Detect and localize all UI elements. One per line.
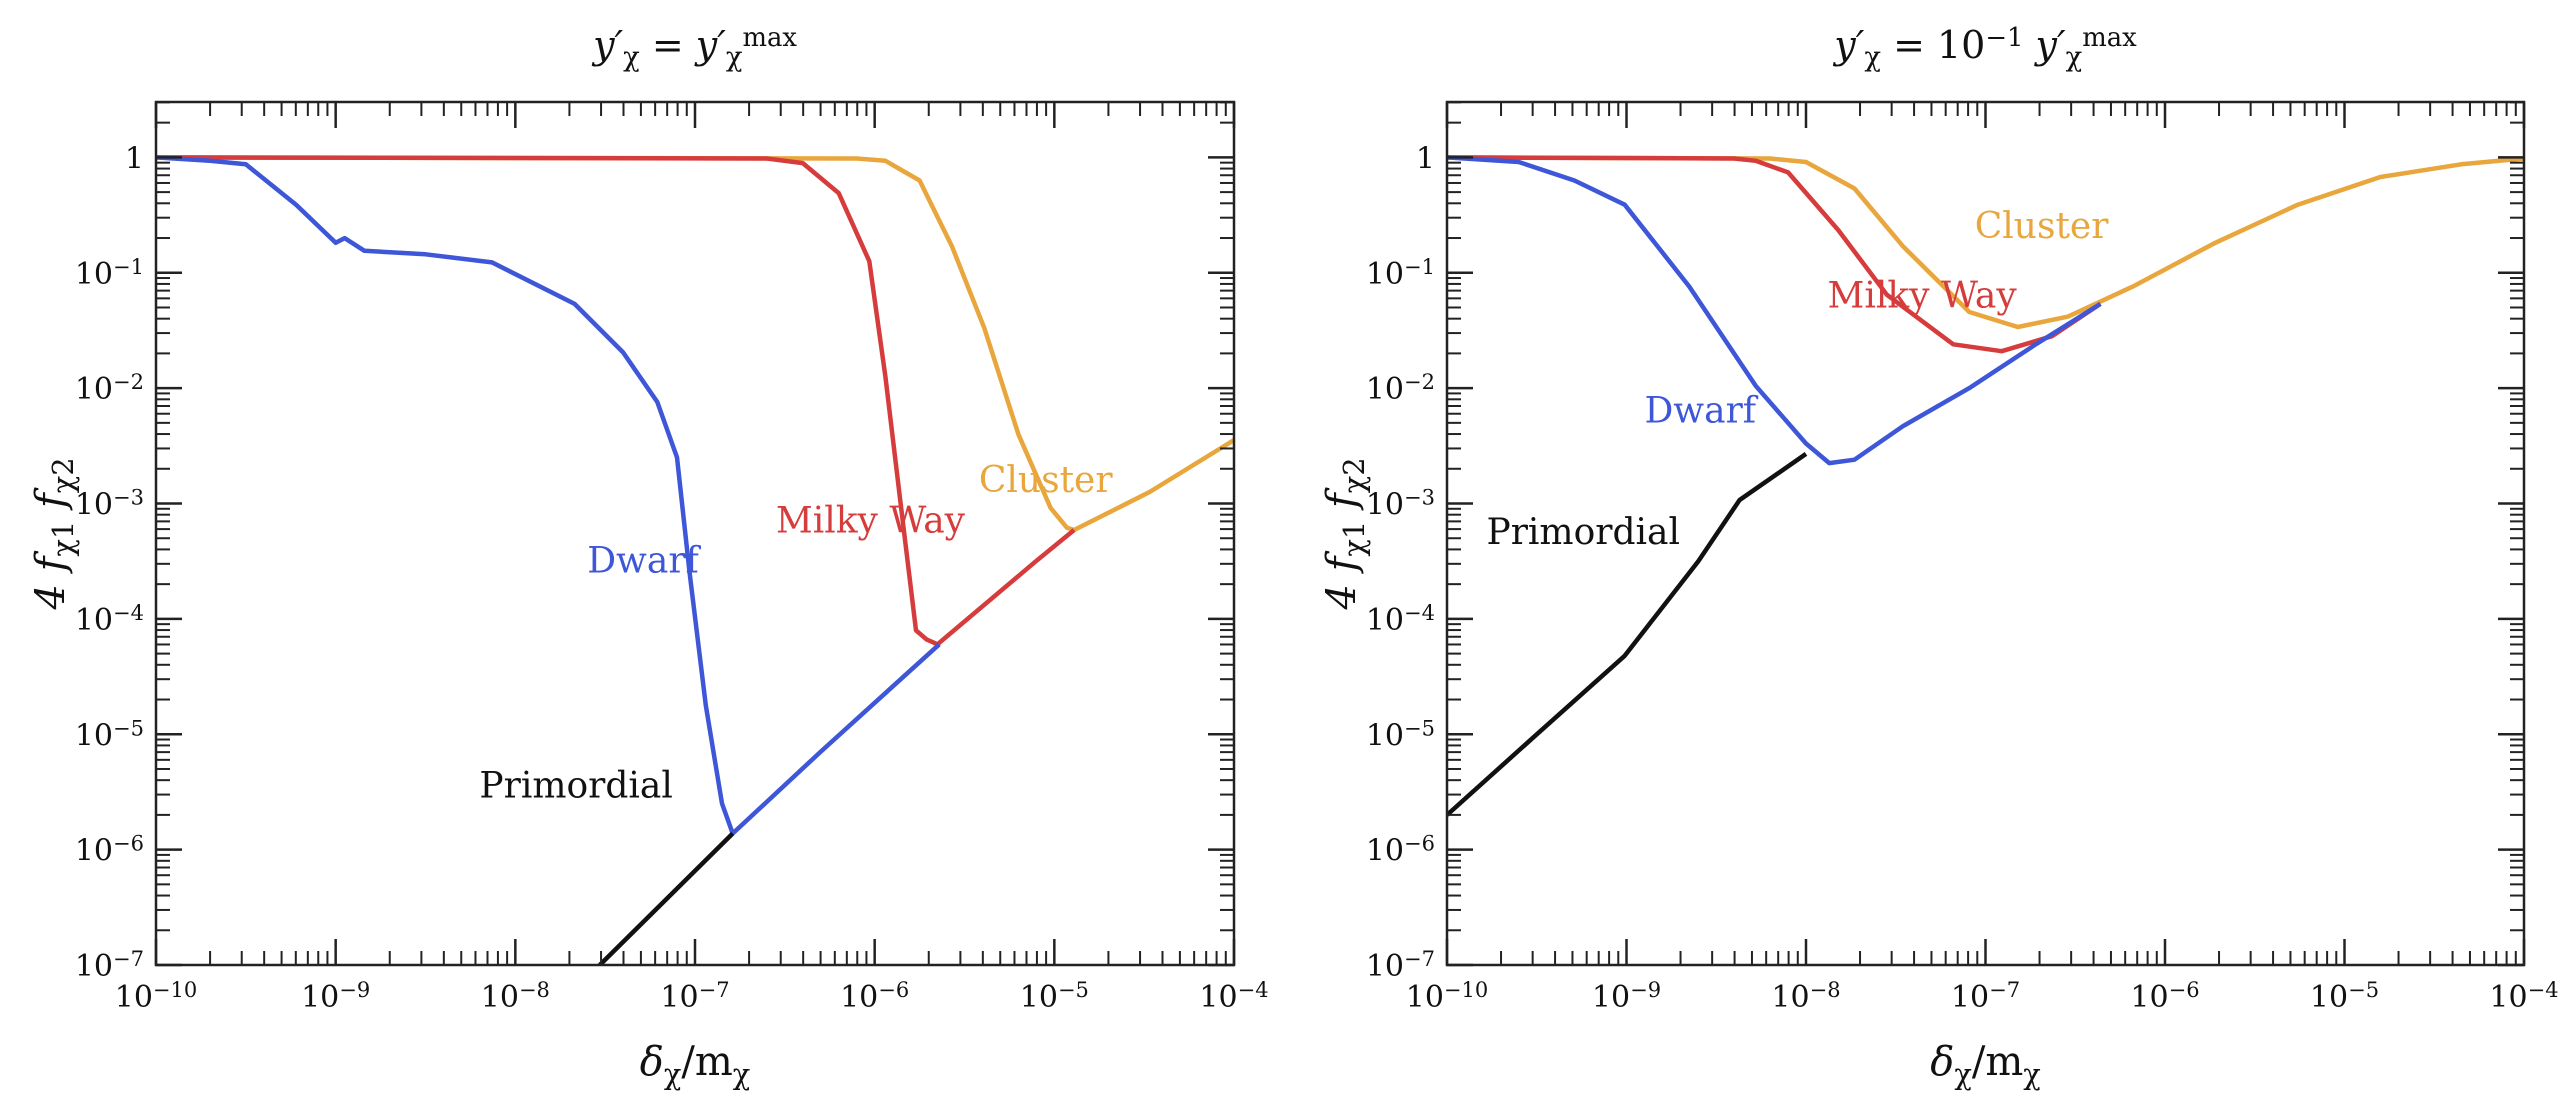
y-tick-label: 10−1 xyxy=(75,254,144,292)
x-tick-label: 10−5 xyxy=(2310,978,2379,1016)
x-axis-label-part: /m xyxy=(1972,1039,2023,1085)
y-axis-label-part: χ2 xyxy=(1337,457,1371,493)
y-tick-label: 10−3 xyxy=(1366,485,1435,523)
x-axis-label-part: δ xyxy=(640,1039,664,1085)
y-tick-label: 10−4 xyxy=(75,600,144,638)
y-tick-label: 10−6 xyxy=(1366,831,1435,869)
x-axis-label-part: δ xyxy=(1930,1039,1954,1085)
panel-title: y′χ = 10−1 y′χmax xyxy=(1832,23,2137,73)
series-label-dwarf: Dwarf xyxy=(1644,391,1758,432)
y-tick-label: 10−4 xyxy=(1366,600,1435,638)
y-tick-label: 10−1 xyxy=(1366,254,1435,292)
series-cluster xyxy=(156,155,1234,533)
series-primordial xyxy=(598,831,735,965)
y-axis-label-part: χ1 xyxy=(46,521,80,557)
panel-title-part: max xyxy=(2082,23,2137,53)
x-axis-label-part: χ xyxy=(2023,1057,2040,1091)
y-axis-label-part: χ1 xyxy=(1337,521,1371,557)
y-tick-label: 10−7 xyxy=(1366,947,1435,985)
panel-title-part: χ xyxy=(1864,42,1881,73)
x-axis-label-part: χ xyxy=(1954,1057,1971,1091)
x-tick-label: 10−6 xyxy=(2130,978,2199,1016)
series-label-primordial: Primordial xyxy=(479,766,673,807)
series-milky-way xyxy=(156,155,1076,647)
series-cluster xyxy=(1447,155,2524,330)
y-tick-label: 1 xyxy=(125,141,144,176)
series-dwarf xyxy=(156,155,941,836)
series-primordial xyxy=(1447,452,1808,817)
y-tick-label: 10−3 xyxy=(75,485,144,523)
series-label-primordial: Primordial xyxy=(1486,512,1680,553)
panel-title-part: y′ xyxy=(2023,23,2066,67)
x-tick-label: 10−10 xyxy=(115,978,198,1016)
panel-title-part: χ xyxy=(726,42,743,73)
y-tick-label: 10−5 xyxy=(75,716,144,754)
x-axis-label: δχ/mχ xyxy=(1930,1039,2040,1091)
y-tick-label: 10−2 xyxy=(1366,370,1435,408)
y-axis-label-part: 4 f xyxy=(28,550,74,610)
panel-title-part: = y′ xyxy=(640,23,726,67)
series-label-dwarf: Dwarf xyxy=(587,541,701,582)
x-tick-label: 10−4 xyxy=(2489,978,2558,1016)
panel-title: y′χ = y′χmax xyxy=(591,23,797,73)
panel-title-part: χ xyxy=(623,42,640,73)
x-tick-label: 10−8 xyxy=(1771,978,1840,1016)
panel-title-part: −1 xyxy=(1985,23,2023,53)
x-tick-label: 10−6 xyxy=(840,978,909,1016)
panel-title-part: max xyxy=(742,23,797,53)
y-axis-label-part: 4 f xyxy=(1319,550,1365,610)
panel-title-part: = 10 xyxy=(1881,23,1985,67)
panel-title-part: y′ xyxy=(591,23,623,67)
x-tick-label: 10−9 xyxy=(301,978,370,1016)
x-axis-label: δχ/mχ xyxy=(640,1039,750,1091)
x-axis-label-part: χ xyxy=(664,1057,681,1091)
x-axis-label-part: /m xyxy=(681,1039,732,1085)
x-tick-label: 10−8 xyxy=(481,978,550,1016)
x-tick-label: 10−9 xyxy=(1592,978,1661,1016)
panel-title-part: χ xyxy=(2066,42,2083,73)
y-axis-label-part: χ2 xyxy=(46,457,80,493)
series-label-cluster: Cluster xyxy=(1975,206,2109,247)
series-dwarf xyxy=(1447,155,2102,466)
x-axis-label-part: χ xyxy=(733,1057,750,1091)
y-tick-label: 10−6 xyxy=(75,831,144,869)
series-label-milky-way: Milky Way xyxy=(776,500,966,541)
x-tick-label: 10−4 xyxy=(1199,978,1268,1016)
y-axis-label: 4 fχ1 fχ2 xyxy=(1319,457,1371,610)
y-axis-label: 4 fχ1 fχ2 xyxy=(28,457,80,610)
panel-title-part: y′ xyxy=(1832,23,1864,67)
y-tick-label: 1 xyxy=(1416,141,1435,176)
series-label-milky-way: Milky Way xyxy=(1828,275,2018,316)
y-tick-label: 10−5 xyxy=(1366,716,1435,754)
series-milky-way xyxy=(1447,155,2102,354)
x-tick-label: 10−7 xyxy=(1951,978,2020,1016)
x-tick-label: 10−5 xyxy=(1020,978,1089,1016)
x-tick-label: 10−7 xyxy=(660,978,729,1016)
y-tick-label: 10−7 xyxy=(75,947,144,985)
series-label-cluster: Cluster xyxy=(979,460,1113,501)
x-tick-label: 10−10 xyxy=(1406,978,1489,1016)
y-tick-label: 10−2 xyxy=(75,370,144,408)
